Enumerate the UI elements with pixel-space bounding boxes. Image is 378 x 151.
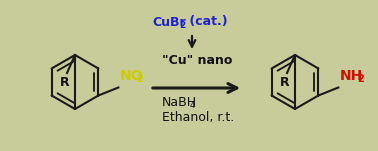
Text: R: R [280, 77, 290, 90]
Text: "Cu" nano: "Cu" nano [162, 53, 232, 66]
Text: NO: NO [119, 69, 143, 82]
Text: 4: 4 [190, 101, 196, 111]
Text: 2: 2 [179, 21, 185, 29]
Text: CuBr: CuBr [152, 16, 186, 29]
Text: NaBH: NaBH [162, 96, 197, 109]
Text: R: R [60, 77, 70, 90]
Text: Ethanol, r.t.: Ethanol, r.t. [162, 111, 234, 125]
Text: 2: 2 [357, 74, 364, 85]
Text: (cat.): (cat.) [185, 16, 228, 29]
Text: 2: 2 [136, 74, 143, 85]
Text: NH: NH [339, 69, 363, 82]
